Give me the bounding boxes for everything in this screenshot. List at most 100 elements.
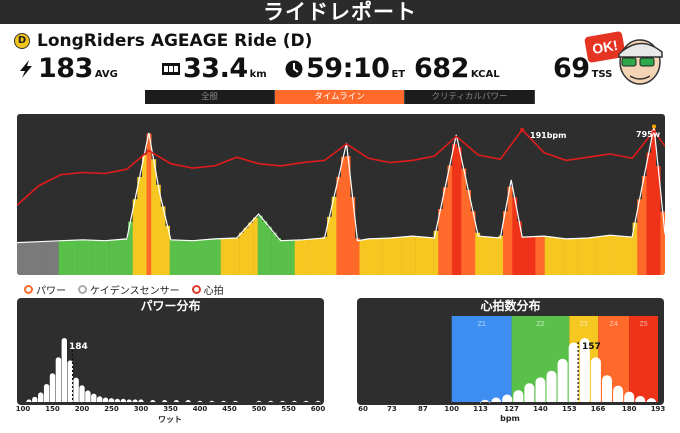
histogram-bar [138, 399, 144, 403]
hr-axis-ticks: 60 73 87 100 113 127 140 153 166 180 193 [357, 405, 665, 415]
histogram-bar [232, 400, 239, 404]
hr-distribution-plot: Z1 Z2 Z3 Z4 Z5 [451, 316, 658, 405]
axis-tick-label: 250 [104, 405, 119, 413]
power-bar [257, 215, 263, 275]
power-bar [646, 152, 652, 275]
power-bar [378, 238, 383, 275]
power-bar [216, 238, 221, 275]
legend-heart-rate[interactable]: 心拍 [191, 282, 224, 297]
axis-tick-label: 100 [15, 405, 31, 413]
tab-overview[interactable]: 全般 [145, 90, 275, 104]
power-bar [58, 240, 64, 275]
power-bar [628, 236, 633, 275]
power-bar [285, 240, 291, 275]
histogram-bar [646, 398, 657, 403]
power-bar [67, 240, 73, 275]
power-bar [350, 197, 356, 275]
power-bar [521, 237, 527, 275]
histogram-bar [61, 338, 67, 402]
legend-power-dot [24, 284, 33, 294]
axis-tick-label: 87 [418, 405, 428, 413]
power-bar [567, 238, 573, 275]
power-bar [109, 240, 115, 275]
legend-cadence[interactable]: ケイデンスセンサー [78, 282, 180, 297]
power-bar [327, 216, 332, 275]
power-bar [174, 240, 180, 275]
power-bar [202, 239, 207, 275]
histogram-bar [502, 394, 513, 402]
power-bar [364, 239, 369, 275]
power-bar [243, 227, 249, 275]
power-bar [632, 222, 638, 275]
avatar: OK! [584, 31, 663, 85]
power-bar [155, 184, 161, 275]
power-bar [100, 240, 106, 275]
power-bar [220, 238, 226, 275]
legend-cadence-dot [78, 284, 87, 294]
power-bar [503, 211, 508, 275]
power-bar [72, 240, 78, 275]
power-bar [456, 147, 462, 275]
histogram-bar [568, 342, 579, 402]
histogram-bar [624, 391, 635, 402]
power-bar [461, 168, 467, 275]
power-bar [489, 237, 494, 275]
power-bar [239, 232, 245, 275]
power-bar [466, 190, 471, 275]
power-bar [391, 237, 397, 275]
power-bar [86, 240, 92, 275]
histogram-bar [161, 400, 168, 403]
power-bar [563, 238, 569, 275]
histogram-bar [91, 393, 97, 402]
time-unit: ET [391, 69, 406, 80]
lightning-icon [20, 60, 32, 78]
tss-value: 69 [553, 53, 590, 84]
power-distribution-plot [26, 338, 321, 404]
power-bar [512, 197, 518, 275]
peak-hr-marker [520, 127, 525, 132]
power-value: 183 [38, 53, 93, 84]
power-bar [442, 187, 448, 275]
power-bar [160, 206, 166, 275]
power-bar [123, 239, 129, 275]
power-bar [211, 239, 217, 275]
power-bar [91, 240, 96, 275]
power-axis-label: ワット [158, 415, 182, 424]
legend-power[interactable]: パワー [24, 282, 66, 297]
power-bar [104, 240, 110, 275]
power-bar [368, 238, 374, 275]
power-bar [345, 156, 351, 275]
power-bar [655, 166, 661, 275]
power-bar [206, 239, 212, 275]
tab-timeline[interactable]: タイムライン [275, 90, 405, 104]
power-bar [146, 133, 152, 275]
stats-row: 183 AVG 33.4 km 59:10 ET 682 KCAL 69 TSS [16, 53, 616, 85]
power-bar [549, 237, 555, 275]
power-bar [452, 143, 457, 275]
power-bar [26, 242, 32, 275]
power-bar [424, 237, 430, 275]
tab-critical-power[interactable]: クリティカルパワー [405, 90, 535, 104]
histogram-bar [114, 398, 121, 402]
time-value: 59:10 [306, 53, 390, 84]
calories-value: 682 [414, 53, 469, 84]
clock-icon [285, 60, 303, 78]
power-bar [276, 238, 282, 275]
hr-zone-band [451, 316, 512, 402]
power-bar [614, 235, 619, 275]
tss-stat: 69 TSS [553, 53, 612, 85]
power-bar [600, 236, 606, 275]
power-bar [590, 237, 596, 275]
axis-tick-label: 127 [504, 405, 519, 413]
histogram-bar [120, 398, 126, 402]
histogram-bar [291, 400, 298, 404]
power-bar [35, 241, 41, 275]
histogram-bar [268, 400, 274, 404]
histogram-bar [303, 400, 309, 404]
histogram-bar [256, 400, 262, 404]
histogram-bar [97, 396, 103, 402]
distance-value: 33.4 [183, 53, 248, 84]
axis-tick-label: 166 [590, 405, 606, 413]
legend-power-label: パワー [36, 285, 66, 297]
title-bar: ライドレポート [0, 0, 680, 24]
